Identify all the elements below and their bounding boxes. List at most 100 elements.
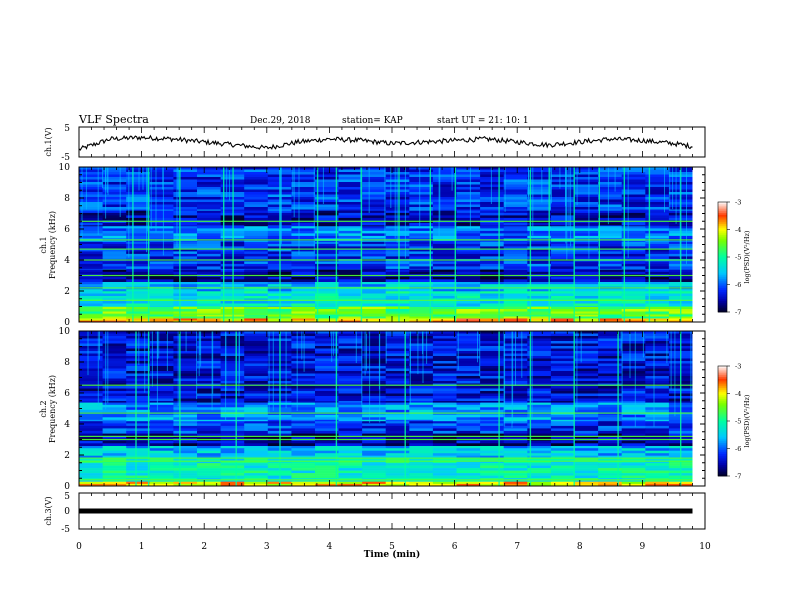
spectrogram-cell bbox=[338, 172, 363, 175]
spectrogram-cell bbox=[480, 284, 505, 287]
spectrogram-cell bbox=[527, 316, 552, 319]
spectrogram-cell bbox=[362, 343, 387, 347]
spectrogram-cell bbox=[574, 480, 599, 482]
spectrogram-cell bbox=[621, 266, 646, 270]
spectrogram-cell bbox=[291, 455, 316, 459]
colorbar-segment bbox=[718, 293, 727, 296]
spectrogram-cell bbox=[291, 351, 316, 354]
spectrogram-cell bbox=[385, 276, 410, 280]
spectrogram-cell bbox=[244, 435, 269, 439]
spectrogram-cell bbox=[621, 281, 646, 285]
spectrogram-cell bbox=[362, 460, 387, 464]
spectrogram-cell bbox=[503, 480, 528, 482]
spectrogram-cell bbox=[362, 230, 387, 234]
spectrogram-cell bbox=[480, 351, 505, 354]
spectrogram-cell bbox=[550, 483, 576, 487]
spectrogram-cell bbox=[102, 396, 127, 399]
spectrogram-cell bbox=[220, 475, 245, 479]
spectrogram-cell bbox=[315, 480, 340, 482]
spectrogram-cell bbox=[598, 256, 623, 260]
spectrogram-cell bbox=[432, 473, 458, 476]
ch3-waveform-ylabel: ch.3(V) bbox=[44, 496, 53, 525]
colorbar-segment bbox=[718, 214, 727, 217]
spectrogram-cell bbox=[598, 251, 623, 255]
spectrogram-cell bbox=[432, 187, 458, 190]
spectrogram-cell bbox=[621, 296, 646, 299]
spectrogram-cell bbox=[432, 230, 458, 234]
spectrogram-cell bbox=[527, 268, 552, 270]
spectrogram-cell bbox=[456, 194, 481, 198]
spectrogram-cell bbox=[527, 417, 552, 421]
spectrogram-cell bbox=[409, 417, 434, 421]
spectrogram-cell bbox=[126, 169, 151, 173]
spectrogram-cell bbox=[149, 445, 174, 449]
spectrogram-cell bbox=[503, 281, 528, 285]
spectrogram-cell bbox=[621, 263, 646, 267]
spectrogram-cell bbox=[173, 356, 198, 359]
spectrogram-cell bbox=[126, 463, 151, 466]
spectrogram-cell bbox=[79, 314, 104, 317]
spectrogram-cell bbox=[409, 212, 434, 216]
spectrogram-cell bbox=[432, 343, 458, 347]
spectrogram-cell bbox=[456, 483, 481, 487]
spectrogram-cell bbox=[338, 230, 363, 234]
spectrogram-cell bbox=[102, 246, 127, 250]
spectrogram-cell bbox=[126, 425, 151, 429]
spectrogram-cell bbox=[291, 414, 316, 418]
colorbar-segment bbox=[718, 450, 727, 453]
spectrogram-cell bbox=[645, 268, 670, 270]
spectrogram-cell bbox=[362, 455, 387, 459]
spectrogram-cell bbox=[598, 366, 623, 369]
colorbar-segment bbox=[718, 441, 727, 444]
spectrogram-cell bbox=[432, 311, 458, 315]
spectrogram-cell bbox=[550, 281, 576, 285]
spectrogram-cell bbox=[291, 402, 316, 406]
spectrogram-cell bbox=[197, 480, 222, 482]
spectrogram-cell bbox=[220, 417, 245, 421]
spectrogram-cell bbox=[456, 358, 481, 362]
spectrogram-cell bbox=[550, 414, 576, 418]
spectrogram-cell bbox=[315, 187, 340, 190]
spectrogram-cell bbox=[503, 318, 528, 321]
spectrogram-cell bbox=[503, 172, 528, 175]
spectrogram-cell bbox=[409, 172, 434, 175]
spectrogram-cell bbox=[173, 343, 198, 347]
spectrogram-cell bbox=[126, 430, 151, 434]
spectrogram-cell bbox=[197, 268, 222, 270]
spectrogram-cell bbox=[409, 303, 434, 307]
spectrogram-cell bbox=[102, 458, 127, 461]
spectrogram-cell bbox=[385, 430, 410, 434]
spectrogram-cell bbox=[621, 435, 646, 439]
spectrogram-cell bbox=[621, 407, 646, 411]
spectrogram-cell bbox=[126, 192, 151, 195]
spectrogram-cell bbox=[102, 480, 127, 482]
spectrogram-cell bbox=[244, 425, 269, 429]
spectrogram-cell bbox=[173, 460, 198, 464]
spectrogram-cell bbox=[456, 179, 481, 183]
spectrogram-cell bbox=[291, 301, 316, 304]
spectrogram-cell bbox=[598, 266, 623, 270]
spectrogram-cell bbox=[621, 358, 646, 362]
spectrogram-cell bbox=[362, 361, 387, 364]
spectrogram-cell bbox=[503, 192, 528, 195]
spectrogram-cell bbox=[102, 169, 127, 173]
spectrogram-cell bbox=[598, 417, 623, 421]
spectrogram-cell bbox=[149, 293, 174, 297]
spectrogram-cell bbox=[527, 269, 552, 273]
spectrogram-cell bbox=[456, 338, 481, 342]
spectrogram-cell bbox=[503, 199, 528, 203]
spectrogram-cell bbox=[173, 398, 198, 402]
spectrogram-cell bbox=[79, 396, 104, 399]
spectrogram-cell bbox=[527, 256, 552, 260]
spectrogram-cell bbox=[173, 402, 198, 406]
spectrogram-cell bbox=[362, 320, 387, 323]
spectrogram-cell bbox=[480, 386, 505, 389]
spectrogram-cell bbox=[173, 455, 198, 459]
spectrogram-cell bbox=[173, 386, 198, 389]
spectrogram-cell bbox=[315, 309, 340, 312]
spectrogram-cell bbox=[315, 243, 340, 247]
spectrogram-cell bbox=[197, 204, 222, 208]
spectrogram-cell bbox=[338, 179, 363, 183]
spectrogram-cell bbox=[338, 189, 363, 193]
spectrogram-cell bbox=[432, 407, 458, 411]
